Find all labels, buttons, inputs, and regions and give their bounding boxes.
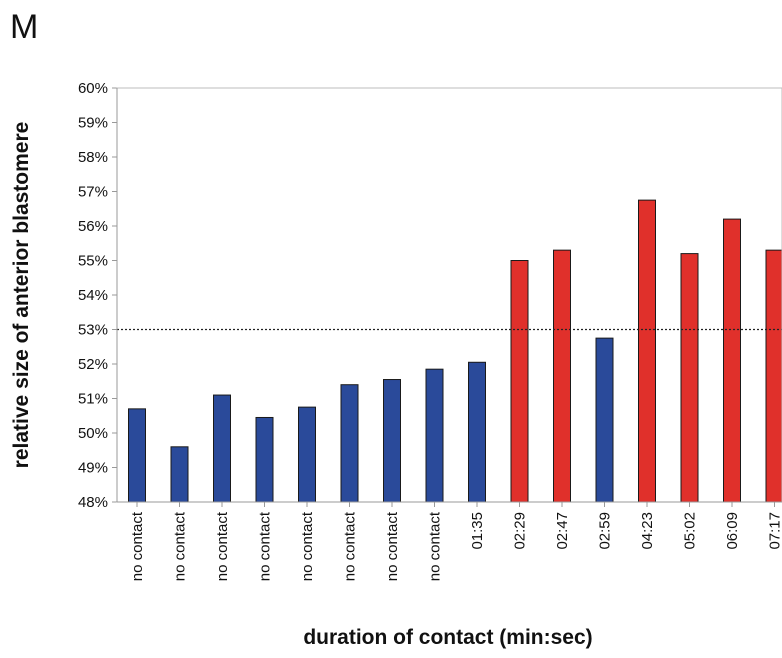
x-tick-label: no contact bbox=[214, 511, 231, 581]
x-tick-label: 04:23 bbox=[639, 512, 656, 550]
x-tick-label: no contact bbox=[129, 511, 146, 581]
y-axis-title: relative size of anterior blastomere bbox=[10, 122, 33, 469]
bar bbox=[765, 249, 782, 503]
y-tick-label: 50% bbox=[78, 425, 108, 442]
bar bbox=[255, 416, 274, 503]
y-tick-label: 59% bbox=[78, 115, 108, 132]
x-tick-label: no contact bbox=[342, 511, 359, 581]
x-tick-label: 02:47 bbox=[554, 512, 571, 550]
x-tick-label: no contact bbox=[257, 511, 274, 581]
x-tick-label: 02:29 bbox=[512, 512, 529, 550]
y-tick-label: 53% bbox=[78, 322, 108, 339]
y-tick-label: 51% bbox=[78, 391, 108, 408]
x-tick-label: no contact bbox=[427, 511, 444, 581]
y-tick-label: 54% bbox=[78, 287, 108, 304]
x-tick-label: 02:59 bbox=[597, 512, 614, 550]
y-tick-label: 56% bbox=[78, 218, 108, 235]
bar bbox=[680, 253, 699, 503]
bars bbox=[128, 199, 782, 503]
panel-label: M bbox=[10, 8, 39, 46]
x-tick-label: 05:02 bbox=[682, 512, 699, 550]
bar bbox=[425, 368, 444, 503]
bar bbox=[553, 249, 571, 503]
y-tick-label: 48% bbox=[78, 494, 108, 511]
bar bbox=[723, 218, 741, 503]
bar bbox=[340, 384, 359, 503]
bar bbox=[170, 446, 189, 503]
y-tick-label: 55% bbox=[78, 253, 108, 270]
bar bbox=[213, 394, 231, 503]
bar bbox=[638, 199, 656, 503]
bar bbox=[595, 337, 614, 503]
y-tick-label: 52% bbox=[78, 356, 108, 373]
bar bbox=[468, 361, 486, 503]
x-axis-ticks: no contact no contact no contact no contact… bbox=[129, 502, 782, 581]
x-tick-label: 07:17 bbox=[767, 512, 782, 550]
x-axis-title: duration of contact (min:sec) bbox=[303, 626, 592, 649]
y-tick-label: 58% bbox=[78, 149, 108, 166]
x-tick-label: no contact bbox=[384, 511, 401, 581]
x-tick-label: 01:35 bbox=[469, 512, 486, 550]
x-tick-label: no contact bbox=[299, 511, 316, 581]
bar bbox=[510, 260, 529, 503]
y-tick-label: 49% bbox=[78, 460, 108, 477]
x-tick-label: no contact bbox=[172, 511, 189, 581]
bar bbox=[383, 379, 401, 503]
y-tick-label: 57% bbox=[78, 184, 108, 201]
y-axis-ticks: 48% 49% 50% 51% 52% 53% 54% 55% 56% 57% 58% 59% 60% bbox=[78, 80, 117, 511]
y-tick-label: 60% bbox=[78, 80, 108, 97]
x-tick-label: 06:09 bbox=[724, 512, 741, 550]
bar bbox=[298, 406, 316, 503]
bar bbox=[128, 408, 146, 503]
